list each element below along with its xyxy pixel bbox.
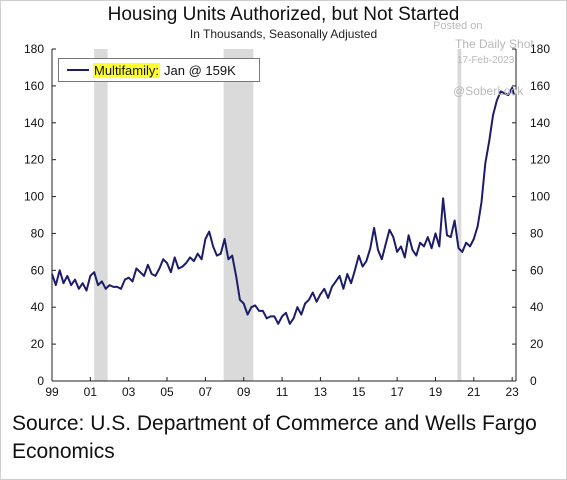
x-tick-label: 07 bbox=[199, 385, 213, 399]
y-tick-label: 180 bbox=[530, 42, 550, 56]
legend-latest-value: Jan @ 159K bbox=[164, 62, 236, 78]
y-tick-label: 140 bbox=[530, 116, 550, 130]
legend-series-name: Multifamily: bbox=[93, 62, 161, 78]
x-tick-label: 99 bbox=[45, 385, 59, 399]
x-tick-label: 11 bbox=[276, 385, 289, 399]
recession-band bbox=[94, 49, 108, 381]
watermark-handle: @SoberLook bbox=[453, 84, 524, 98]
x-tick-label: 17 bbox=[390, 385, 404, 399]
chart-title: Housing Units Authorized, but Not Starte… bbox=[107, 4, 460, 25]
y-tick-label: 100 bbox=[24, 190, 44, 204]
watermark-date: 17-Feb-2023 bbox=[457, 55, 515, 66]
source-note: Source: U.S. Department of Commerce and … bbox=[12, 412, 537, 463]
y-tick-label: 100 bbox=[530, 190, 550, 204]
y-tick-label: 120 bbox=[530, 153, 550, 167]
y-tick-label: 40 bbox=[530, 300, 544, 314]
y-tick-label: 180 bbox=[24, 42, 44, 56]
watermark-source-name: The Daily Shot bbox=[455, 37, 534, 51]
x-tick-label: 01 bbox=[84, 385, 98, 399]
x-tick-label: 19 bbox=[429, 385, 443, 399]
chart-subtitle: In Thousands, Seasonally Adjusted bbox=[189, 27, 378, 41]
legend: Multifamily: Jan @ 159K bbox=[58, 58, 260, 82]
y-tick-label: 40 bbox=[31, 300, 45, 314]
recession-band bbox=[223, 49, 254, 381]
x-tick-label: 23 bbox=[505, 385, 519, 399]
y-tick-label: 160 bbox=[24, 79, 44, 93]
x-tick-label: 09 bbox=[237, 385, 251, 399]
y-tick-labels-right: 0 20 40 60 80 100 120 140 160 180 bbox=[512, 42, 550, 388]
x-tick-label: 03 bbox=[122, 385, 136, 399]
y-tick-label: 80 bbox=[31, 226, 45, 240]
y-tick-label: 140 bbox=[24, 116, 44, 130]
x-tick-label: 13 bbox=[314, 385, 328, 399]
y-tick-label: 160 bbox=[530, 79, 550, 93]
watermark-posted-on: Posted on bbox=[433, 20, 483, 32]
multifamily-series-line bbox=[51, 86, 516, 325]
recession-band bbox=[457, 49, 462, 381]
legend-swatch bbox=[67, 69, 89, 71]
y-tick-label: 20 bbox=[530, 337, 544, 351]
y-tick-label: 0 bbox=[37, 374, 44, 388]
y-tick-label: 60 bbox=[530, 263, 544, 277]
x-tick-label: 15 bbox=[352, 385, 366, 399]
x-tick-label: 21 bbox=[467, 385, 481, 399]
y-tick-label: 60 bbox=[31, 263, 45, 277]
y-tick-label: 20 bbox=[31, 337, 45, 351]
y-tick-label: 120 bbox=[24, 153, 44, 167]
recession-shading-group bbox=[94, 49, 462, 381]
y-tick-label: 80 bbox=[530, 226, 544, 240]
y-tick-label: 0 bbox=[530, 374, 537, 388]
x-tick-labels: 99 01 03 05 07 09 11 13 15 17 19 21 23 bbox=[45, 377, 519, 399]
x-tick-label: 05 bbox=[160, 385, 174, 399]
y-tick-labels-left: 0 20 40 60 80 100 120 140 160 180 bbox=[24, 42, 56, 388]
